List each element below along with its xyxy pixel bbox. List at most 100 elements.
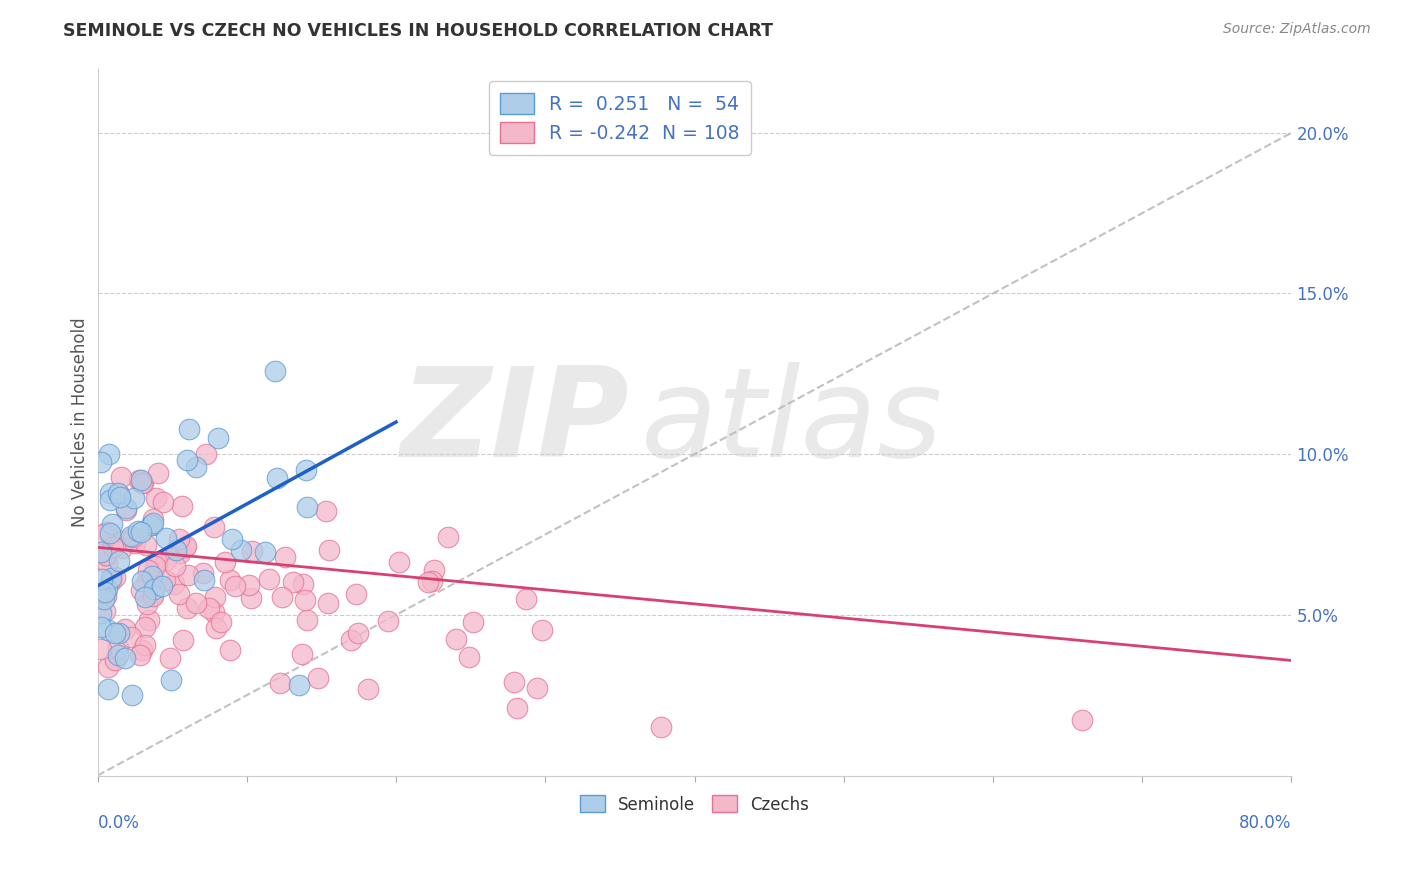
Point [94, 548, 117, 562]
Point [219, 573, 242, 587]
Legend: Seminole, Czechs: Seminole, Czechs [574, 789, 815, 821]
Point [307, 671, 329, 685]
Point [108, 487, 131, 501]
Point [94, 585, 117, 599]
Point [165, 542, 187, 557]
Point [120, 529, 142, 543]
Point [318, 542, 340, 557]
Point [503, 675, 526, 690]
Point [176, 453, 198, 467]
Point [240, 544, 263, 558]
Point [100, 574, 122, 588]
Point [219, 643, 242, 657]
Point [174, 541, 197, 555]
Point [295, 463, 318, 477]
Point [163, 577, 186, 591]
Text: ZIP: ZIP [401, 361, 628, 483]
Text: Source: ZipAtlas.com: Source: ZipAtlas.com [1223, 22, 1371, 37]
Point [93, 591, 115, 606]
Point [159, 650, 181, 665]
Point [90, 573, 112, 587]
Point [169, 546, 191, 560]
Point [122, 491, 145, 505]
Point [96, 524, 118, 539]
Point [422, 563, 444, 577]
Point [155, 552, 177, 566]
Point [163, 558, 186, 573]
Y-axis label: No Vehicles in Household: No Vehicles in Household [72, 318, 89, 527]
Point [121, 688, 143, 702]
Point [132, 475, 155, 490]
Point [194, 447, 217, 461]
Point [266, 471, 288, 485]
Point [108, 490, 131, 504]
Point [172, 632, 194, 647]
Point [191, 566, 214, 581]
Point [316, 596, 339, 610]
Text: SEMINOLE VS CZECH NO VEHICLES IN HOUSEHOLD CORRELATION CHART: SEMINOLE VS CZECH NO VEHICLES IN HOUSEHO… [63, 22, 773, 40]
Point [160, 673, 183, 687]
Point [131, 476, 153, 491]
Point [155, 531, 177, 545]
Point [98, 485, 121, 500]
Point [134, 620, 156, 634]
Point [221, 532, 243, 546]
Point [131, 574, 153, 589]
Point [281, 574, 304, 589]
Point [143, 558, 166, 573]
Point [153, 573, 176, 587]
Point [107, 641, 129, 656]
Point [152, 495, 174, 509]
Point [97, 623, 120, 637]
Point [526, 681, 548, 696]
Point [90, 641, 112, 656]
Point [271, 590, 294, 604]
Point [138, 613, 160, 627]
Point [357, 681, 380, 696]
Point [141, 518, 163, 533]
Point [259, 572, 281, 586]
Point [202, 605, 225, 619]
Point [91, 527, 114, 541]
Point [291, 647, 314, 661]
Point [294, 592, 316, 607]
Point [98, 493, 121, 508]
Point [214, 555, 236, 569]
Point [174, 540, 197, 554]
Point [104, 625, 127, 640]
Point [127, 524, 149, 538]
Point [110, 470, 132, 484]
Point [97, 659, 120, 673]
Point [98, 525, 121, 540]
Point [142, 587, 165, 601]
Text: 0.0%: 0.0% [97, 814, 139, 832]
Point [122, 530, 145, 544]
Point [114, 622, 136, 636]
Point [135, 573, 157, 587]
Point [288, 678, 311, 692]
Point [167, 533, 190, 547]
Point [143, 582, 166, 596]
Point [142, 589, 165, 603]
Point [138, 563, 160, 577]
Point [141, 568, 163, 582]
Point [135, 597, 157, 611]
Point [103, 541, 125, 555]
Point [530, 624, 553, 638]
Point [139, 575, 162, 590]
Point [90, 620, 112, 634]
Point [506, 701, 529, 715]
Point [315, 504, 337, 518]
Point [186, 459, 208, 474]
Point [135, 538, 157, 552]
Point [1070, 714, 1092, 728]
Point [291, 577, 314, 591]
Point [108, 626, 131, 640]
Point [94, 604, 117, 618]
Point [295, 500, 318, 515]
Point [420, 574, 443, 588]
Point [388, 555, 411, 569]
Point [134, 638, 156, 652]
Point [94, 549, 117, 563]
Point [204, 621, 226, 635]
